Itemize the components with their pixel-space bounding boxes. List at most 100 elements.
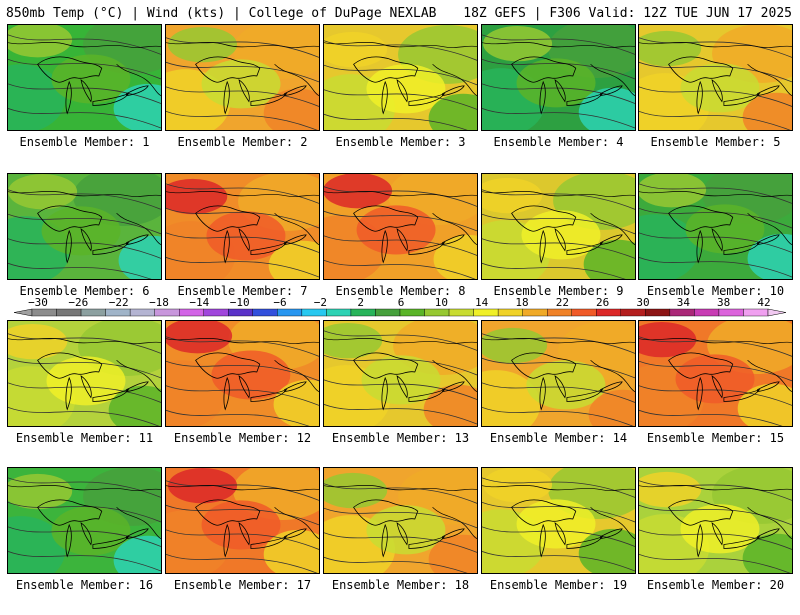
height-contour [324, 186, 477, 207]
height-contour [639, 504, 792, 526]
temperature-region [166, 321, 233, 354]
temperature-region [8, 323, 68, 360]
temperature-map [165, 24, 320, 131]
colorbar-segment [105, 308, 131, 317]
height-contour [324, 210, 477, 232]
temperature-region [428, 93, 477, 130]
colorbar-tick-label: −18 [149, 296, 169, 309]
ensemble-panel-3: Ensemble Member: 3 [323, 24, 478, 172]
political-boundary [8, 485, 161, 539]
temperature-region [423, 384, 477, 426]
height-contour [166, 257, 319, 278]
ensemble-member-label: Ensemble Member: 9 [493, 284, 624, 298]
height-contour [482, 108, 635, 129]
colorbar-segment [571, 308, 597, 317]
height-contour [8, 213, 161, 235]
ensemble-panel-14: Ensemble Member: 14 [481, 320, 636, 468]
political-boundary [324, 485, 477, 539]
height-contour [482, 551, 635, 572]
colorbar-right-arrow [767, 308, 787, 317]
temperature-map [7, 24, 162, 131]
map-svg [639, 25, 792, 130]
ensemble-panel-7: Ensemble Member: 7 [165, 173, 320, 321]
ensemble-panel-13: Ensemble Member: 13 [323, 320, 478, 468]
map-svg [324, 25, 477, 130]
height-contour [8, 526, 161, 547]
temperature-region [324, 31, 388, 68]
political-boundary [639, 485, 792, 539]
height-contour [639, 257, 792, 278]
height-contour [8, 357, 161, 379]
map-svg [639, 321, 792, 426]
colorbar-segment [375, 308, 401, 317]
height-contour [324, 113, 468, 130]
colorbar-tick-label: 10 [434, 296, 448, 309]
colorbar-segment [31, 308, 57, 317]
height-contour [166, 336, 319, 357]
ensemble-panel-18: Ensemble Member: 18 [323, 467, 478, 615]
temperature-region [108, 385, 161, 426]
height-contour [482, 526, 635, 547]
colorbar-tick-label: 18 [515, 296, 529, 309]
height-contour [324, 64, 477, 86]
colorbar-segment [424, 308, 450, 317]
height-contour [639, 409, 783, 426]
temperature-region [583, 239, 635, 279]
political-boundary [482, 191, 635, 245]
map-svg [324, 174, 477, 279]
temperature-region [639, 214, 700, 279]
colorbar-segment [350, 308, 376, 317]
ensemble-member-label: Ensemble Member: 16 [15, 578, 154, 592]
height-contour [639, 232, 792, 253]
height-contour [482, 189, 635, 210]
height-contour [639, 336, 792, 357]
temperature-region [201, 59, 281, 109]
colorbar-segment [326, 308, 352, 317]
political-boundary [639, 338, 792, 392]
great-lakes-outline [353, 499, 465, 558]
political-boundary [482, 338, 635, 392]
colorbar-segment [522, 308, 548, 317]
political-boundary [324, 191, 477, 245]
ensemble-panel-15: Ensemble Member: 15 [638, 320, 793, 468]
colorbar-segment [399, 308, 425, 317]
temperature-region [639, 174, 707, 208]
height-contour [482, 58, 635, 80]
height-contour [324, 40, 477, 61]
colorbar-segment [473, 308, 499, 317]
temperature-map [638, 173, 793, 280]
ensemble-panel-6: Ensemble Member: 6 [7, 173, 162, 321]
map-svg [166, 468, 319, 573]
temperature-region [639, 471, 702, 508]
temperature-map [165, 173, 320, 280]
ensemble-member-label: Ensemble Member: 13 [331, 431, 470, 445]
height-contour [482, 213, 635, 235]
temperature-region [211, 350, 291, 400]
height-contour [8, 406, 160, 426]
political-boundary [8, 191, 161, 245]
ensemble-member-label: Ensemble Member: 1 [19, 135, 150, 149]
political-boundary [166, 42, 319, 96]
height-contour [8, 34, 161, 55]
map-svg [482, 174, 635, 279]
temperature-map [481, 24, 636, 131]
temperature-region [747, 233, 792, 279]
map-svg [482, 321, 635, 426]
colorbar-segment [497, 308, 523, 317]
colorbar-segment [694, 308, 720, 317]
map-svg [482, 25, 635, 130]
ensemble-panel-2: Ensemble Member: 2 [165, 24, 320, 172]
height-contour [639, 183, 792, 204]
map-svg [166, 174, 319, 279]
political-boundary [639, 191, 792, 245]
temperature-region [482, 25, 553, 62]
temperature-region [639, 321, 697, 358]
temperature-map [323, 24, 478, 131]
height-contour [166, 553, 318, 573]
temperature-region [482, 468, 553, 503]
height-contour [324, 507, 477, 529]
colorbar-segment [645, 308, 671, 317]
colorbar-segment [301, 308, 327, 317]
colorbar-tick-label: 34 [676, 296, 690, 309]
great-lakes-outline [353, 56, 465, 115]
